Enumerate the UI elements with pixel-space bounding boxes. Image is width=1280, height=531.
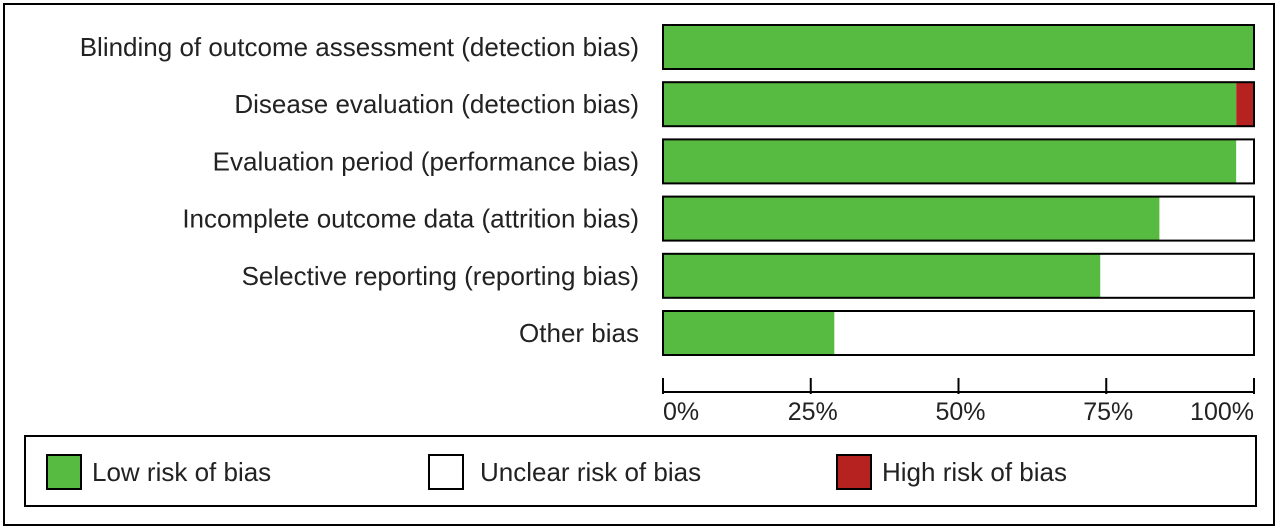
category-label: Evaluation period (performance bias) <box>213 146 639 176</box>
bar-segment-high <box>1236 82 1254 127</box>
risk-of-bias-chart: Blinding of outcome assessment (detectio… <box>80 24 1255 426</box>
bar-outline <box>662 81 1255 128</box>
legend-label-high: High risk of bias <box>882 456 1067 487</box>
bar-outline <box>662 138 1255 185</box>
category-label: Incomplete outcome data (attrition bias) <box>182 204 639 234</box>
legend-swatch-low <box>46 454 82 490</box>
legend-swatch-high <box>836 454 872 490</box>
bar-segment-low <box>663 25 1254 69</box>
bar-outline <box>662 252 1255 299</box>
bar-segment-unclear <box>834 311 1254 355</box>
bar-segment-low <box>663 253 1101 298</box>
x-tick-label: 25% <box>788 398 838 426</box>
x-tick-label: 75% <box>1083 398 1133 426</box>
legend-swatch-unclear <box>428 454 464 490</box>
bar-segment-unclear <box>1159 196 1254 241</box>
x-tick-label: 0% <box>663 398 699 426</box>
bar-segment-low <box>663 139 1237 184</box>
category-label: Blinding of outcome assessment (detectio… <box>80 32 639 62</box>
legend-label-unclear: Unclear risk of bias <box>480 456 702 487</box>
legend-item-unclear: Unclear risk of bias <box>428 453 701 491</box>
bar-segment-low <box>663 311 835 355</box>
x-tick-label: 100% <box>1190 398 1254 426</box>
category-label: Disease evaluation (detection bias) <box>234 89 639 119</box>
category-label: Selective reporting (reporting bias) <box>242 261 639 291</box>
legend-item-low: Low risk of bias <box>46 453 271 491</box>
legend: Low risk of bias Unclear risk of bias Hi… <box>24 435 1257 507</box>
legend-item-high: High risk of bias <box>836 453 1067 491</box>
bar-segment-low <box>663 82 1237 127</box>
category-label: Other bias <box>519 318 639 348</box>
legend-label-low: Low risk of bias <box>92 456 272 487</box>
bar-segment-unclear <box>1236 139 1254 184</box>
bar-outline <box>662 24 1255 70</box>
bar-outline <box>662 195 1255 242</box>
x-tick-label: 50% <box>935 398 985 426</box>
bar-segment-unclear <box>1100 253 1254 298</box>
bar-segment-low <box>663 196 1160 241</box>
bar-outline <box>662 310 1255 356</box>
